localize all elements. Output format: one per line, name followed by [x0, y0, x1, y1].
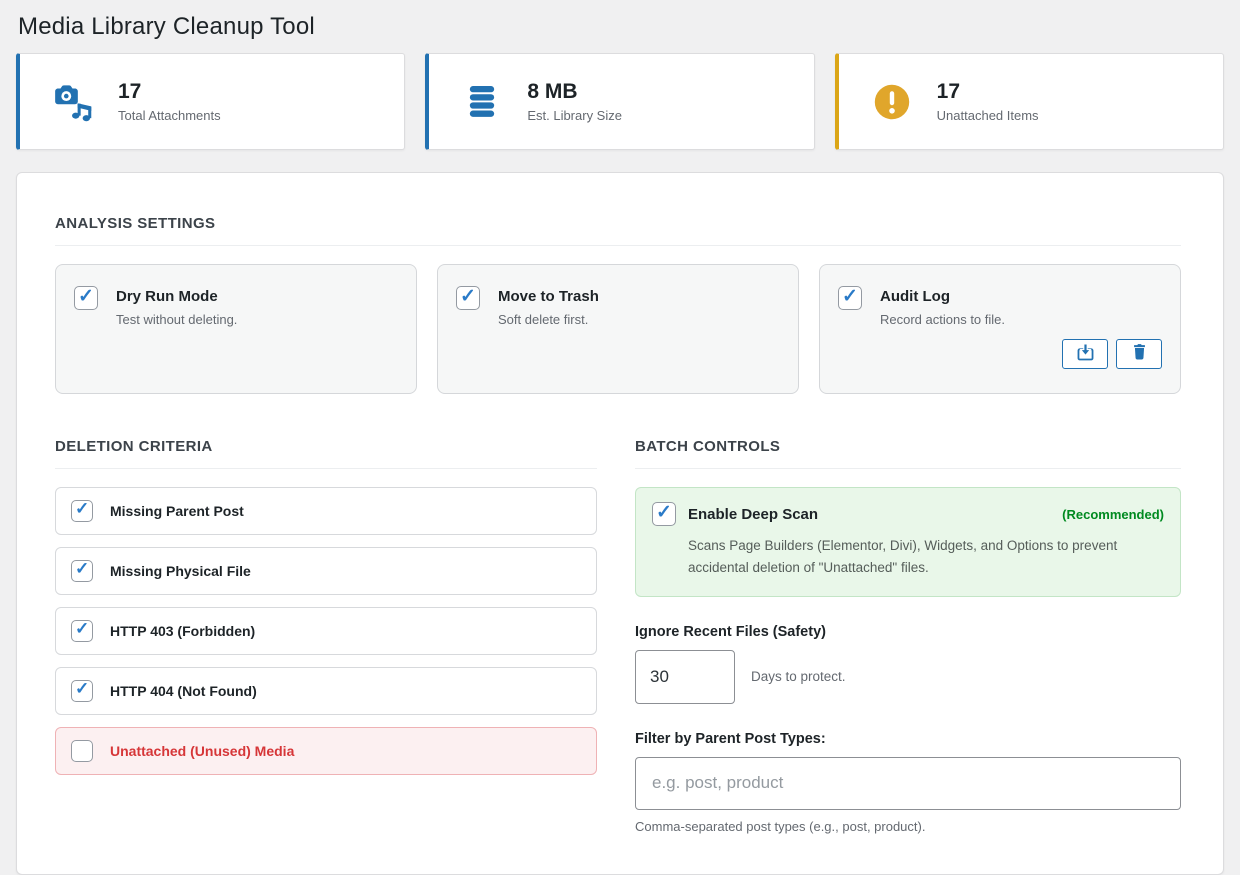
stat-value: 17 [937, 80, 1039, 104]
ignore-recent-row: Days to protect. [635, 650, 1181, 704]
dry-run-checkbox[interactable] [74, 286, 98, 310]
clear-log-button[interactable] [1116, 339, 1162, 369]
recommended-badge: (Recommended) [1062, 507, 1164, 522]
stat-text: 17 Unattached Items [937, 80, 1039, 122]
criteria-row-missing-parent-post: Missing Parent Post [55, 487, 597, 535]
stat-card-total-attachments: 17 Total Attachments [16, 53, 405, 150]
stat-text: 8 MB Est. Library Size [527, 80, 622, 122]
missing-parent-post-checkbox[interactable] [71, 500, 93, 522]
media-icon [52, 81, 94, 123]
days-to-protect-suffix: Days to protect. [751, 669, 846, 684]
warning-icon [871, 81, 913, 123]
audit-log-checkbox[interactable] [838, 286, 862, 310]
criteria-row-unattached-media: Unattached (Unused) Media [55, 727, 597, 775]
analysis-options-row: Dry Run Mode Test without deleting. Move… [55, 264, 1181, 394]
http-403-checkbox[interactable] [71, 620, 93, 642]
option-description: Test without deleting. [116, 312, 237, 327]
deep-scan-label: Enable Deep Scan [688, 506, 818, 523]
stat-label: Est. Library Size [527, 108, 622, 123]
stat-value: 8 MB [527, 80, 622, 104]
stats-row: 17 Total Attachments 8 MB Est. Library S… [16, 53, 1224, 150]
deep-scan-description: Scans Page Builders (Elementor, Divi), W… [688, 535, 1164, 580]
deep-scan-panel: Enable Deep Scan (Recommended) Scans Pag… [635, 487, 1181, 597]
http-404-checkbox[interactable] [71, 680, 93, 702]
option-description: Soft delete first. [498, 312, 599, 327]
criteria-label: HTTP 404 (Not Found) [110, 683, 257, 699]
ignore-recent-label: Ignore Recent Files (Safety) [635, 624, 1181, 640]
download-log-button[interactable] [1062, 339, 1108, 369]
option-card-dry-run: Dry Run Mode Test without deleting. [55, 264, 417, 394]
batch-controls-section: Batch Controls Enable Deep Scan (Recomme… [635, 438, 1181, 834]
audit-log-actions [838, 339, 1162, 369]
criteria-row-missing-physical-file: Missing Physical File [55, 547, 597, 595]
days-to-protect-input[interactable] [635, 650, 735, 704]
criteria-label: Missing Physical File [110, 563, 251, 579]
post-types-help: Comma-separated post types (e.g., post, … [635, 819, 1181, 834]
database-icon [461, 81, 503, 123]
deletion-criteria-section: Deletion Criteria Missing Parent Post Mi… [55, 438, 597, 834]
post-types-label: Filter by Parent Post Types: [635, 731, 1181, 747]
stat-value: 17 [118, 80, 221, 104]
deletion-criteria-heading: Deletion Criteria [55, 438, 597, 469]
option-description: Record actions to file. [880, 312, 1005, 327]
trash-icon [1130, 343, 1149, 365]
unattached-media-checkbox[interactable] [71, 740, 93, 762]
batch-controls-heading: Batch Controls [635, 438, 1181, 469]
option-card-audit-log: Audit Log Record actions to file. [819, 264, 1181, 394]
deep-scan-checkbox[interactable] [652, 502, 676, 526]
main-panel: Analysis Settings Dry Run Mode Test with… [16, 172, 1224, 875]
lower-columns: Deletion Criteria Missing Parent Post Mi… [55, 438, 1181, 834]
stat-label: Total Attachments [118, 108, 221, 123]
missing-physical-file-checkbox[interactable] [71, 560, 93, 582]
criteria-list: Missing Parent Post Missing Physical Fil… [55, 487, 597, 775]
move-to-trash-checkbox[interactable] [456, 286, 480, 310]
option-card-move-to-trash: Move to Trash Soft delete first. [437, 264, 799, 394]
option-title: Dry Run Mode [116, 286, 237, 307]
option-title: Audit Log [880, 286, 1005, 307]
criteria-row-http-404: HTTP 404 (Not Found) [55, 667, 597, 715]
criteria-label: HTTP 403 (Forbidden) [110, 623, 255, 639]
analysis-settings-heading: Analysis Settings [55, 215, 1181, 246]
criteria-row-http-403: HTTP 403 (Forbidden) [55, 607, 597, 655]
criteria-label: Missing Parent Post [110, 503, 244, 519]
stat-label: Unattached Items [937, 108, 1039, 123]
stat-text: 17 Total Attachments [118, 80, 221, 122]
criteria-label: Unattached (Unused) Media [110, 743, 294, 759]
page-title: Media Library Cleanup Tool [18, 13, 1224, 41]
page: Media Library Cleanup Tool [0, 13, 1240, 875]
download-icon [1075, 342, 1096, 366]
stat-card-library-size: 8 MB Est. Library Size [425, 53, 814, 150]
post-types-input[interactable] [635, 757, 1181, 810]
stat-card-unattached-items: 17 Unattached Items [835, 53, 1224, 150]
option-title: Move to Trash [498, 286, 599, 307]
